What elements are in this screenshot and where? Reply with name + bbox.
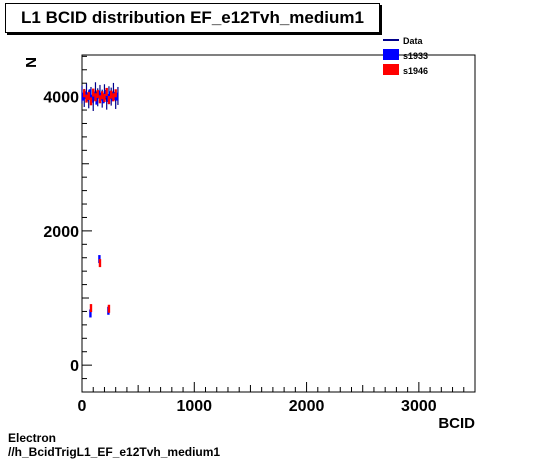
legend-label: s1946 — [403, 66, 428, 76]
x-axis-label: BCID — [438, 415, 475, 432]
series-s1946-point — [87, 91, 90, 100]
plot-frame — [81, 54, 476, 393]
series-s1946-point — [107, 95, 111, 104]
x-tick-label: 1000 — [176, 398, 212, 415]
series-s1946-point — [109, 90, 113, 99]
series-s1946-point — [112, 93, 115, 102]
x-tick-label: 0 — [78, 398, 87, 415]
x-tick-label: 3000 — [401, 398, 437, 415]
legend-swatch-s1933 — [383, 49, 399, 60]
series-s1946-point — [105, 87, 108, 96]
y-tick-label: 2000 — [43, 224, 79, 241]
legend-label: s1933 — [403, 51, 428, 61]
series-s1946-point — [96, 89, 99, 98]
series-s1946-point — [107, 304, 111, 313]
series-s1946-point — [89, 304, 93, 313]
series-s1946-point — [94, 93, 97, 102]
footer-category: Electron — [8, 431, 57, 445]
legend-swatch-s1946 — [383, 64, 399, 75]
series-s1933-point — [98, 255, 101, 264]
series-s1933-point — [89, 309, 92, 318]
footer-histogram-path: //h_BcidTrigL1_EF_e12Tvh_medium1 — [8, 445, 221, 459]
legend-label: Data — [403, 36, 424, 46]
series-s1946-point — [98, 259, 102, 268]
series-s1946-point — [92, 88, 95, 97]
y-axis-label: N — [23, 57, 40, 68]
series-s1946-point — [101, 91, 104, 100]
series-s1946-point — [103, 93, 106, 102]
series-s1946-point — [114, 89, 117, 98]
x-tick-label: 2000 — [289, 398, 325, 415]
series-s1946-point — [89, 97, 93, 106]
series-s1946-point — [98, 95, 102, 104]
y-tick-label: 0 — [70, 358, 79, 375]
series-s1946-point — [83, 89, 86, 98]
y-tick-label: 4000 — [43, 90, 79, 107]
series-s1946-point — [85, 94, 88, 103]
chart-title: L1 BCID distribution EF_e12Tvh_medium1 — [5, 3, 380, 33]
